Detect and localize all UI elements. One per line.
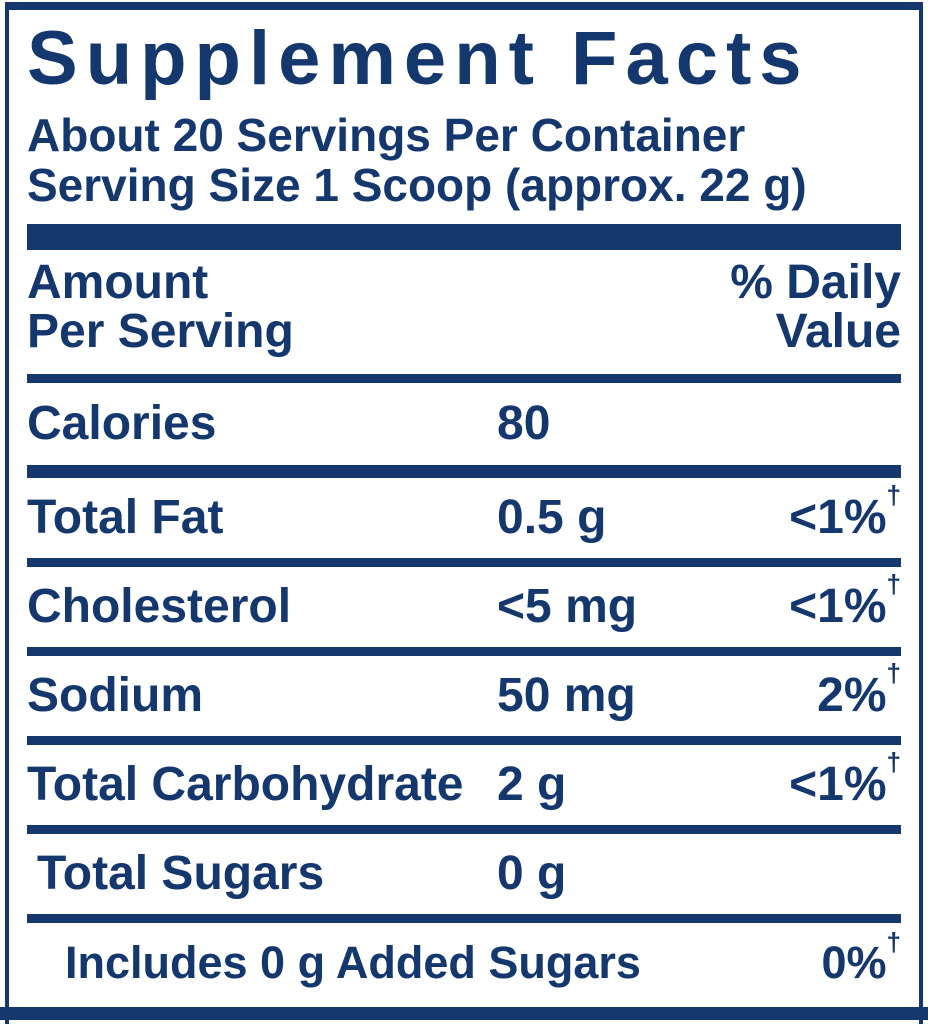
nutrient-amount: 80 bbox=[497, 397, 551, 451]
nutrient-amount: 0.5 g bbox=[497, 491, 607, 545]
dagger-footnote-mark: † bbox=[886, 926, 901, 957]
row-total-sugars: Total Sugars 0 g bbox=[27, 834, 901, 914]
nutrient-daily-value: <1%† bbox=[789, 747, 901, 812]
dv-header-line2: Value bbox=[775, 304, 901, 358]
dagger-footnote-mark: † bbox=[886, 658, 901, 689]
nutrient-daily-value: <1%† bbox=[789, 569, 901, 634]
nutrient-daily-value: <1%† bbox=[789, 480, 901, 545]
nutrient-daily-value: 2%† bbox=[817, 658, 901, 723]
row-total-carbohydrate: Total Carbohydrate 2 g <1%† bbox=[27, 745, 901, 825]
row-sodium: Sodium 50 mg 2%† bbox=[27, 656, 901, 736]
serving-info: About 20 Servings Per Container Serving … bbox=[27, 110, 901, 210]
nutrient-name: Total Fat bbox=[27, 491, 224, 545]
divider-rule bbox=[27, 373, 901, 383]
divider-rule bbox=[27, 824, 901, 834]
nutrient-name: Total Carbohydrate bbox=[27, 758, 464, 812]
amount-header-line2: Per Serving bbox=[27, 304, 294, 358]
nutrient-daily-value: 0%† bbox=[821, 926, 901, 988]
daily-value-header: % Daily Value bbox=[730, 258, 901, 356]
row-cholesterol: Cholesterol <5 mg <1%† bbox=[27, 567, 901, 647]
row-total-fat: Total Fat 0.5 g <1%† bbox=[27, 478, 901, 558]
dagger-footnote-mark: † bbox=[886, 480, 901, 511]
section-divider-bar bbox=[27, 223, 901, 250]
label-border-box: Supplement Facts About 20 Servings Per C… bbox=[5, 2, 923, 1024]
nutrient-name: Includes 0 g Added Sugars bbox=[65, 936, 641, 988]
nutrient-amount: <5 mg bbox=[497, 580, 638, 634]
nutrient-name: Total Sugars bbox=[37, 847, 325, 901]
amount-header-line1: Amount bbox=[27, 255, 209, 309]
nutrient-name: Sodium bbox=[27, 669, 203, 723]
divider-rule bbox=[27, 646, 901, 656]
amount-per-serving-header: Amount Per Serving bbox=[27, 258, 294, 356]
nutrient-amount: 0 g bbox=[497, 847, 567, 901]
dagger-footnote-mark: † bbox=[886, 569, 901, 600]
dv-header-line1: % Daily bbox=[730, 255, 901, 309]
nutrient-name: Calories bbox=[27, 397, 217, 451]
divider-rule-heavy bbox=[27, 464, 901, 478]
nutrient-amount: 2 g bbox=[497, 758, 567, 812]
panel-title: Supplement Facts bbox=[27, 16, 810, 101]
row-calories: Calories 80 bbox=[27, 383, 901, 465]
nutrient-amount: 50 mg bbox=[497, 669, 636, 723]
row-added-sugars: Includes 0 g Added Sugars 0%† bbox=[27, 923, 901, 1003]
servings-per-container: About 20 Servings Per Container bbox=[27, 108, 746, 161]
nutrient-name: Cholesterol bbox=[27, 580, 292, 634]
divider-rule bbox=[27, 557, 901, 567]
dagger-footnote-mark: † bbox=[886, 747, 901, 778]
bottom-crop-bar bbox=[0, 1007, 928, 1020]
divider-rule bbox=[27, 913, 901, 923]
serving-size: Serving Size 1 Scoop (approx. 22 g) bbox=[27, 158, 807, 211]
column-headers: Amount Per Serving % Daily Value bbox=[27, 250, 901, 374]
divider-rule bbox=[27, 735, 901, 745]
